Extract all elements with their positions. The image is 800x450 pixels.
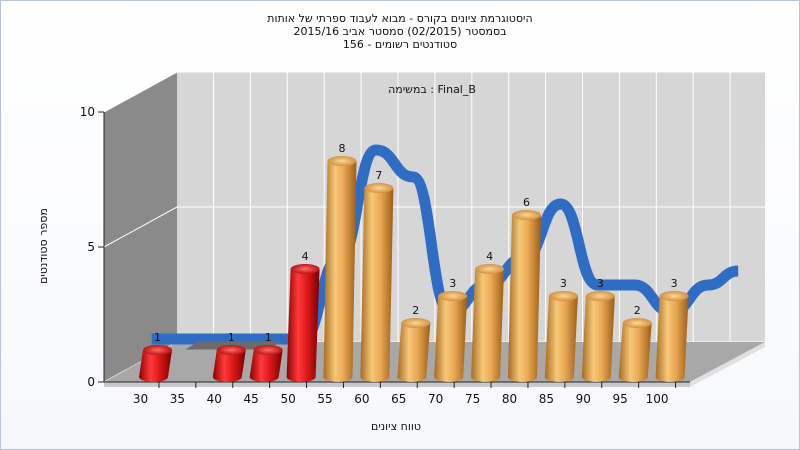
- chart-subtitle: במשימה : Final_B: [388, 83, 476, 96]
- bar-value-label: 1: [154, 331, 161, 344]
- x-tick-label: 90: [576, 392, 591, 406]
- x-tick-label: 60: [354, 392, 369, 406]
- bar-top: [253, 345, 283, 355]
- chart-title-line-3: סטודנטים רשומים - 156: [342, 38, 458, 51]
- bar-top: [622, 318, 652, 328]
- bar-body: [581, 296, 615, 382]
- bar-top: [585, 291, 615, 301]
- bar-body: [618, 323, 652, 382]
- bar-body: [249, 350, 283, 382]
- x-tick-label: 50: [280, 392, 295, 406]
- bar-value-label: 3: [560, 277, 567, 290]
- x-tick-label: 80: [502, 392, 517, 406]
- bar: 6: [508, 196, 541, 382]
- bar-body: [212, 350, 246, 382]
- bar-value-label: 2: [412, 304, 419, 317]
- bar: 7: [360, 169, 394, 382]
- x-tick-label: 55: [317, 392, 332, 406]
- x-tick-label: 100: [646, 392, 669, 406]
- bars: 1 1 1 4 8 7 2 3 4 6 3 3 2 3: [139, 142, 689, 382]
- bar-body: [434, 296, 468, 382]
- bar-top: [401, 318, 431, 328]
- x-tick-label: 30: [133, 392, 148, 406]
- bar-top: [216, 345, 246, 355]
- x-tick-label: 70: [428, 392, 443, 406]
- bar-value-label: 3: [597, 277, 604, 290]
- bar-top: [438, 291, 468, 301]
- x-tick-label: 45: [244, 392, 259, 406]
- bar-body: [139, 350, 172, 382]
- grid-line-side: [103, 71, 178, 113]
- x-tick-label: 85: [539, 392, 554, 406]
- bar-value-label: 6: [523, 196, 530, 209]
- bar: 1: [249, 331, 283, 382]
- bar-body: [323, 161, 357, 382]
- bar: 1: [212, 331, 246, 382]
- grid-line-side: [103, 206, 178, 248]
- bar-top: [475, 264, 505, 274]
- bar: 2: [618, 304, 652, 382]
- floor-right-edge: [690, 342, 765, 387]
- bar-value-label: 4: [302, 250, 309, 263]
- bar-value-label: 4: [486, 250, 493, 263]
- y-axis-title: מספר סטודנטים: [37, 208, 50, 284]
- bar-body: [508, 215, 541, 382]
- bar-value-label: 3: [449, 277, 456, 290]
- bar: 2: [397, 304, 431, 382]
- bar-value-label: 7: [375, 169, 382, 182]
- floor-front-edge: [104, 382, 690, 387]
- x-tick-label: 40: [207, 392, 222, 406]
- bar: 4: [286, 250, 320, 382]
- bar: 1: [139, 331, 172, 382]
- x-tick-label: 75: [465, 392, 480, 406]
- chart-title-line-1: היסטוגרמת ציונים בקורס - מבוא לעבוד ספרת…: [267, 12, 533, 25]
- y-tick-label: 0: [87, 375, 95, 389]
- x-tick-label: 95: [613, 392, 628, 406]
- bar-value-label: 3: [671, 277, 678, 290]
- bar-top: [659, 291, 689, 301]
- bar-body: [471, 269, 505, 382]
- x-tick-label: 65: [391, 392, 406, 406]
- bar-body: [544, 296, 578, 382]
- chart-title-line-2: בסמסטר (02/2015) סמסטר אביב 2015/16: [293, 25, 507, 38]
- bar-value-label: 1: [265, 331, 272, 344]
- bar-top: [143, 345, 172, 355]
- bar-value-label: 2: [634, 304, 641, 317]
- y-tick-label: 10: [80, 105, 95, 119]
- bar: 3: [581, 277, 615, 382]
- bar-body: [655, 296, 689, 382]
- bar-top: [364, 183, 394, 193]
- bar-value-label: 1: [228, 331, 235, 344]
- x-axis-title: טווח ציונים: [371, 420, 421, 433]
- bar-top: [290, 264, 320, 274]
- bar: 3: [655, 277, 689, 382]
- bar: 8: [323, 142, 357, 382]
- bar: 3: [434, 277, 468, 382]
- bar-top: [512, 210, 541, 220]
- axes: 0 5 10 30 35 40 45 50 55 60 65 70 75 80 85 90 95 100: [80, 105, 690, 406]
- bar-body: [286, 269, 320, 382]
- bar-top: [327, 156, 357, 166]
- bar: 3: [544, 277, 578, 382]
- x-tick-label: 35: [170, 392, 185, 406]
- bar: 4: [471, 250, 505, 382]
- bar-body: [360, 188, 394, 382]
- bar-body: [397, 323, 431, 382]
- y-tick-label: 5: [87, 240, 95, 254]
- bar-top: [548, 291, 578, 301]
- bar-value-label: 8: [339, 142, 346, 155]
